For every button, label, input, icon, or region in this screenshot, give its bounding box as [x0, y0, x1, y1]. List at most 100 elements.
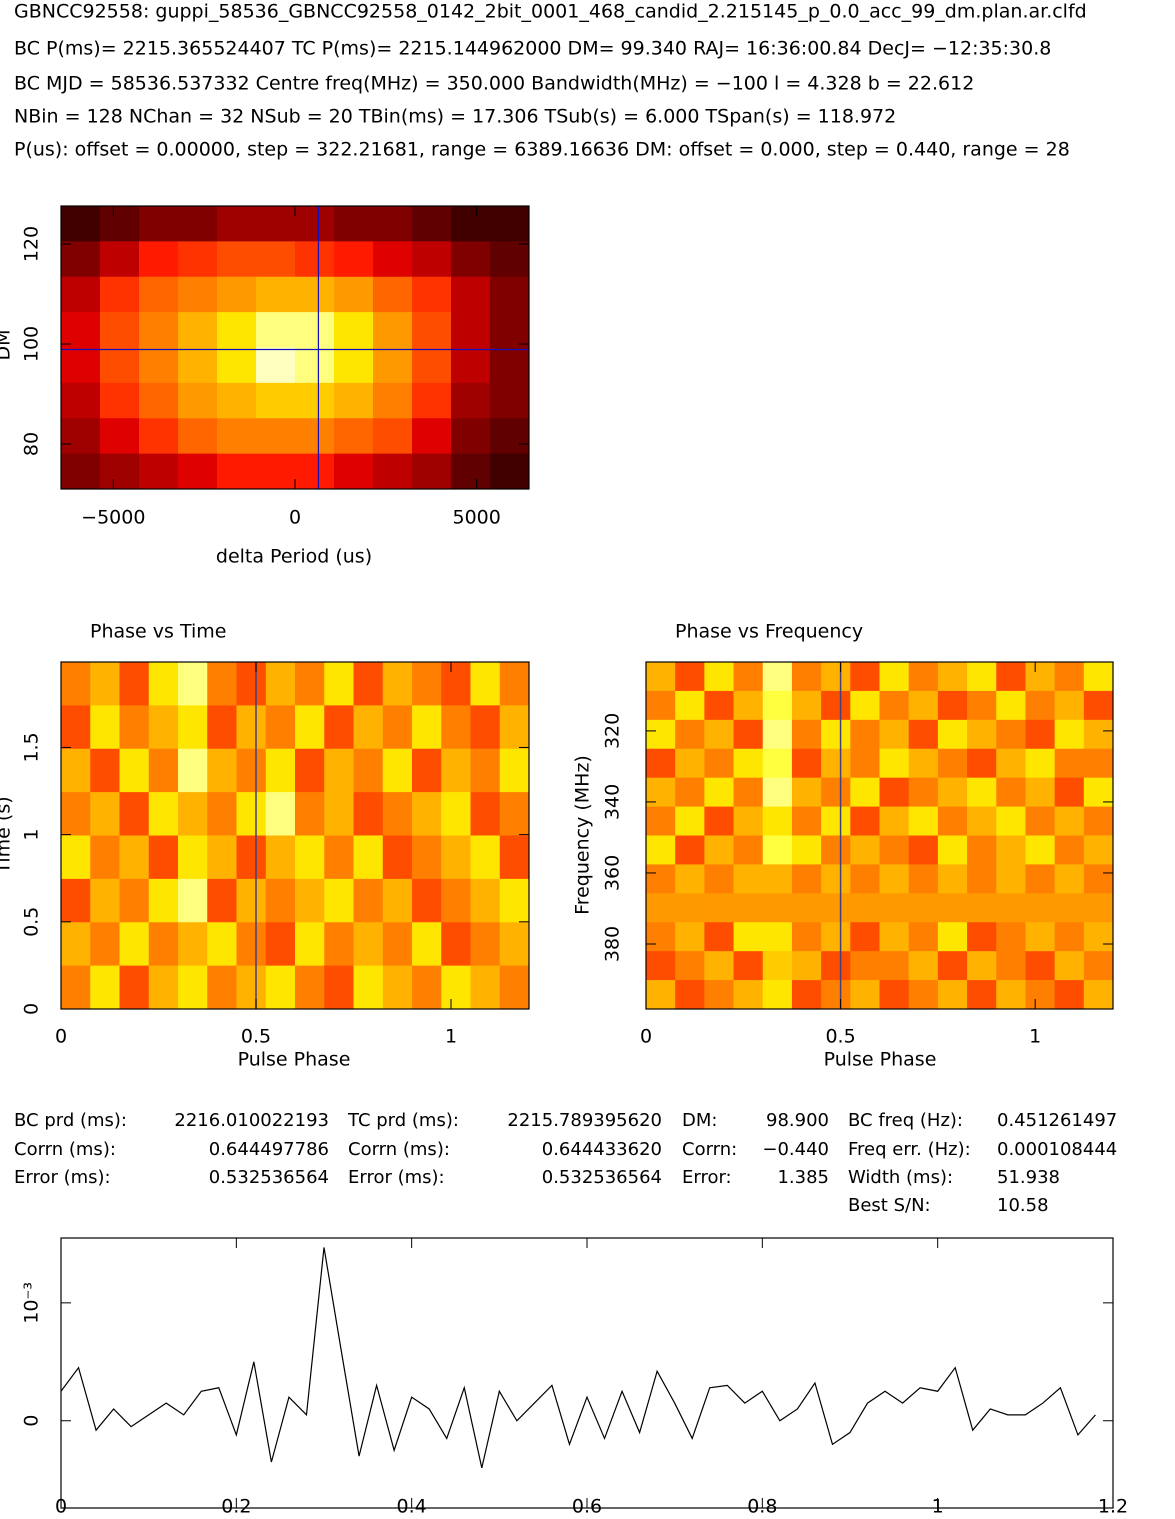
- heatmap-cell: [1054, 893, 1085, 923]
- heatmap-cell: [490, 276, 530, 313]
- stat-value: 2215.789395620: [507, 1110, 662, 1131]
- header-line: BC P(ms)= 2215.365524407 TC P(ms)= 2215.…: [14, 38, 1051, 60]
- heatmap-cell: [236, 878, 267, 923]
- heatmap-cell: [353, 922, 384, 967]
- heatmap-cell: [139, 453, 179, 490]
- heatmap-cell: [236, 792, 267, 836]
- panel: −5000 0 5000 80 100 120 delta Period (us) DM: [0, 205, 530, 568]
- heatmap-cell: [762, 980, 793, 1010]
- heatmap-cell: [791, 980, 822, 1010]
- heatmap-cell: [762, 719, 793, 750]
- heatmap-cell: [996, 662, 1026, 692]
- y-axis-label: Time (s): [0, 796, 15, 874]
- heatmap-cell: [217, 382, 257, 419]
- heatmap-cell: [295, 705, 325, 750]
- heatmap-cell: [791, 690, 822, 721]
- heatmap-cell: [937, 864, 968, 894]
- heatmap-cell: [704, 893, 735, 923]
- heatmap-cell: [879, 806, 910, 836]
- heatmap-cell: [1025, 806, 1056, 836]
- heatmap-cell: [908, 893, 939, 923]
- y-axis-label: DM: [0, 329, 15, 360]
- heatmap-cell: [675, 951, 705, 981]
- heatmap-cell: [178, 312, 218, 348]
- heatmap-cell: [90, 835, 120, 880]
- heatmap-cell: [967, 690, 997, 721]
- heatmap-cell: [879, 719, 910, 750]
- y-tick-label: 10⁻³: [21, 1282, 43, 1324]
- heatmap-cell: [119, 662, 150, 706]
- heatmap-cell: [90, 878, 120, 923]
- heatmap-cell: [1025, 662, 1056, 692]
- heatmap-cell: [295, 792, 325, 836]
- heatmap-cell: [295, 276, 335, 313]
- heatmap-cell: [373, 312, 413, 348]
- heatmap-cell: [207, 878, 237, 923]
- heatmap-cell: [265, 792, 296, 836]
- x-tick-label: 1: [445, 1026, 457, 1048]
- x-tick-label: 0: [289, 507, 301, 529]
- heatmap-cell: [733, 748, 764, 779]
- heatmap-cell: [850, 893, 880, 923]
- heatmap-cell: [704, 922, 735, 952]
- heatmap-cell: [1083, 951, 1114, 981]
- heatmap-cell: [119, 705, 150, 750]
- heatmap-cell: [207, 705, 237, 750]
- heatmap-cell: [334, 453, 374, 490]
- heatmap-cell: [675, 777, 705, 808]
- frame: [60, 1237, 1114, 1509]
- heatmap-cell: [733, 951, 764, 981]
- heatmap-cell: [821, 835, 851, 865]
- x-axis-label: Pulse Phase: [824, 1049, 937, 1071]
- stat-label: Error:: [682, 1167, 732, 1188]
- heatmap-cell: [412, 792, 442, 836]
- heatmap-cell: [1054, 922, 1085, 952]
- y-tick-label: 0: [21, 1003, 43, 1015]
- heatmap-cell: [217, 206, 257, 242]
- heatmap-cell: [100, 382, 140, 419]
- heatmap-cell: [324, 705, 354, 750]
- heatmap-cell: [967, 662, 997, 692]
- heatmap-cell: [821, 864, 851, 894]
- heatmap-cell: [996, 719, 1026, 750]
- x-tick-label: 0.8: [747, 1496, 777, 1518]
- stat-value: 0.451261497: [997, 1110, 1117, 1131]
- x-tick-label: 0.2: [221, 1496, 251, 1518]
- heatmap-cell: [1083, 864, 1114, 894]
- heatmap-cell: [733, 864, 764, 894]
- heatmap-cell: [821, 748, 851, 779]
- heatmap-cell: [908, 864, 939, 894]
- heatmap-cell: [821, 719, 851, 750]
- heatmap-cell: [791, 835, 822, 865]
- heatmap-cell: [762, 690, 793, 721]
- heatmap-cell: [451, 206, 491, 242]
- heatmap-cell: [353, 878, 384, 923]
- heatmap-cell: [675, 662, 705, 692]
- heatmap-cell: [256, 347, 296, 384]
- heatmap-cell: [821, 777, 851, 808]
- heatmap-cell: [148, 922, 179, 967]
- x-tick-label: 1: [1029, 1026, 1041, 1048]
- panel-title: Phase vs Time: [90, 621, 226, 643]
- heatmap-cell: [373, 453, 413, 490]
- heatmap-cell: [1025, 690, 1056, 721]
- heatmap-cell: [791, 719, 822, 750]
- header-line: P(us): offset = 0.00000, step = 322.2168…: [14, 139, 1070, 161]
- heatmap-cell: [470, 835, 501, 880]
- heatmap-cell: [791, 806, 822, 836]
- frame: [60, 661, 530, 1010]
- x-tick-label: 1: [932, 1496, 944, 1518]
- heatmap-cell: [148, 748, 179, 793]
- heatmap-cell: [412, 748, 442, 793]
- heatmap-cell: [382, 965, 413, 1010]
- stat-value: 2216.010022193: [174, 1110, 329, 1131]
- heatmap-cell: [967, 951, 997, 981]
- heatmap-cell: [178, 792, 208, 836]
- heatmap-cell: [879, 951, 910, 981]
- heatmap-cell: [996, 864, 1026, 894]
- heatmap-cell: [791, 922, 822, 952]
- heatmap-cell: [61, 241, 101, 278]
- heatmap-cell: [704, 806, 735, 836]
- heatmap-cell: [217, 347, 257, 384]
- heatmap-cell: [499, 922, 530, 967]
